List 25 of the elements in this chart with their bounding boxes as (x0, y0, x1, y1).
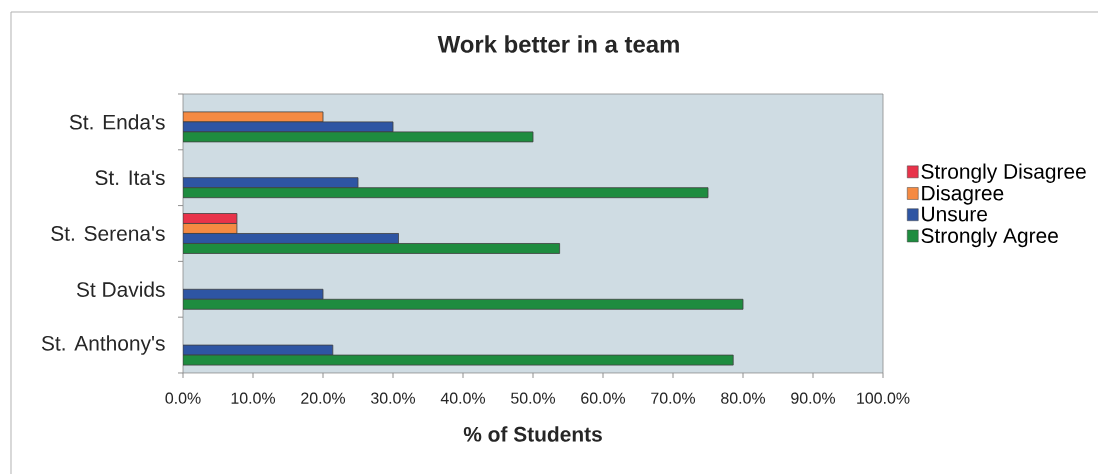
x-tick-label: 90.0% (791, 392, 836, 404)
legend-label: Unsure (922, 206, 987, 222)
legend-label: Strongly Agree (921, 227, 1058, 248)
x-tick-label: 80.0% (721, 392, 766, 404)
bar (183, 243, 561, 254)
x-tick-label: 40.0% (440, 392, 486, 404)
x-tick-label: 100.0% (857, 392, 910, 404)
bar (183, 298, 744, 310)
x-tick-label: 30.0% (371, 392, 416, 404)
y-tick-label: St Davids (76, 281, 165, 297)
legend-label: Strongly Disagree (921, 163, 1086, 184)
x-tick-label: 50.0% (511, 392, 556, 404)
bar (183, 187, 709, 199)
x-axis-title: % of Students (463, 426, 602, 442)
y-tick-label: St. Enda's (69, 114, 165, 130)
legend-label: Disagree (922, 185, 1004, 205)
x-tick-label: 0.0% (165, 392, 201, 404)
y-tick-label: St. Serena's (51, 226, 165, 241)
x-tick-label: 20.0% (301, 392, 346, 404)
y-tick-label: St. Ita's (95, 170, 165, 186)
x-tick-label: 70.0% (651, 392, 696, 404)
x-tick-label: 10.0% (231, 392, 276, 404)
x-tick-label: 60.0% (581, 392, 626, 404)
chart-title: Work better in a team (437, 35, 679, 53)
y-tick-label: St. Anthony's (41, 335, 165, 355)
